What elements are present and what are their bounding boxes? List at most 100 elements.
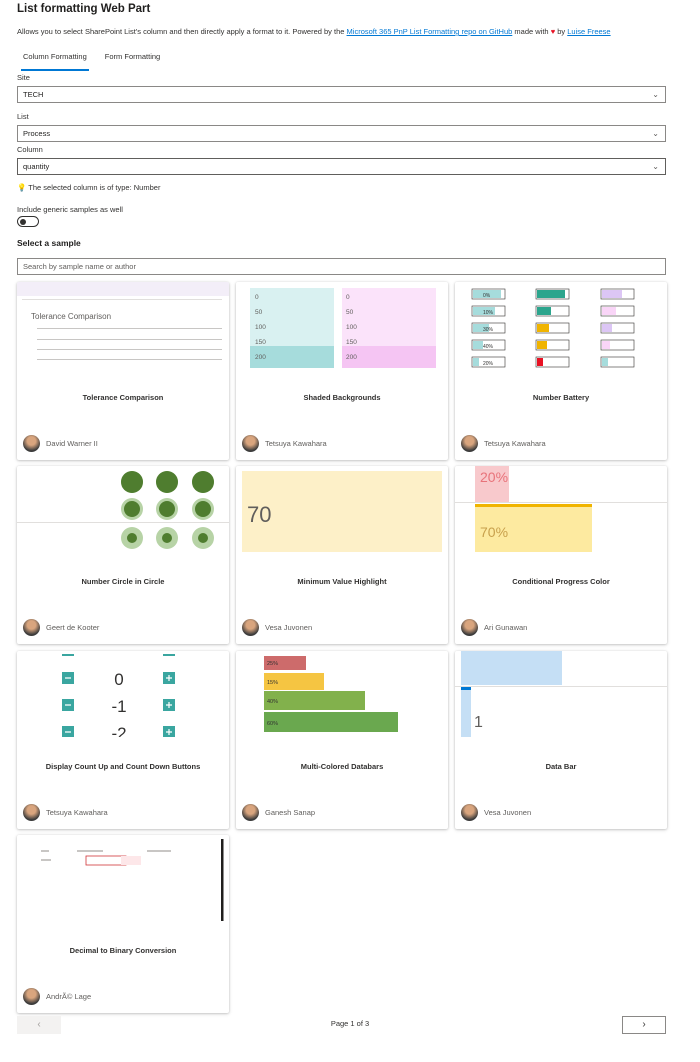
previous-page-button[interactable]: ‹ bbox=[17, 1016, 61, 1034]
column-type-info: 💡 The selected column is of type: Number bbox=[17, 183, 160, 192]
shaded-preview-svg: 0 50 100 150 200 0 50 100 150 200 bbox=[250, 288, 436, 368]
shaded-value: 0 bbox=[255, 294, 259, 301]
databar-label: 25% bbox=[267, 661, 278, 667]
databar-preview-svg: 1 bbox=[455, 651, 667, 737]
repo-link[interactable]: Microsoft 365 PnP List Formatting repo o… bbox=[346, 27, 513, 36]
author-name: Vesa Juvonen bbox=[265, 623, 313, 632]
chevron-down-icon: ⌄ bbox=[652, 90, 659, 99]
info-text: The selected column is of type: Number bbox=[28, 183, 161, 192]
sample-author: Tetsuya Kawahara bbox=[23, 804, 108, 821]
chevron-down-icon: ⌄ bbox=[652, 162, 659, 171]
avatar bbox=[242, 619, 259, 636]
binary-preview-svg bbox=[41, 839, 224, 921]
databar-value: 1 bbox=[474, 714, 483, 731]
column-dropdown[interactable]: quantity ⌄ bbox=[17, 158, 666, 175]
battery-label: 40% bbox=[483, 344, 494, 350]
avatar bbox=[23, 619, 40, 636]
progress-main: 70% bbox=[480, 524, 508, 540]
sample-title: Tolerance Comparison bbox=[82, 393, 164, 402]
sample-title: Number Battery bbox=[532, 393, 590, 402]
author-link[interactable]: Luise Freese bbox=[567, 27, 611, 36]
page-indicator: Page 1 of 3 bbox=[330, 1019, 370, 1028]
by-text: by bbox=[557, 27, 566, 36]
sample-preview: 0 -1 -2 bbox=[17, 651, 229, 737]
shaded-value: 200 bbox=[346, 354, 357, 361]
sample-author: Vesa Juvonen bbox=[461, 804, 531, 821]
sample-title: Data Bar bbox=[545, 762, 577, 771]
shaded-value: 200 bbox=[255, 354, 266, 361]
author-name: Tetsuya Kawahara bbox=[265, 439, 327, 448]
battery-label: 0% bbox=[483, 293, 491, 299]
site-dropdown[interactable]: TECH ⌄ bbox=[17, 86, 666, 103]
shaded-value: 0 bbox=[346, 294, 350, 301]
sample-title: Decimal to Binary Conversion bbox=[69, 946, 177, 955]
min-value-preview-svg: 70 bbox=[242, 471, 442, 552]
databar-label: 40% bbox=[267, 699, 278, 705]
tab-form-formatting[interactable]: Form Formatting bbox=[104, 52, 161, 61]
list-dropdown[interactable]: Process ⌄ bbox=[17, 125, 666, 142]
battery-preview-svg: 0% 10% 30% 40% 20% bbox=[471, 288, 635, 368]
sample-card[interactable]: 20% 70% Conditional Progress Color Ari G… bbox=[455, 466, 667, 644]
author-name: Ari Gunawan bbox=[484, 623, 528, 632]
sample-author: Tetsuya Kawahara bbox=[461, 435, 546, 452]
author-name: David Warner II bbox=[46, 439, 98, 448]
next-page-button[interactable]: › bbox=[622, 1016, 666, 1034]
shaded-value: 100 bbox=[255, 324, 266, 331]
count-value: -1 bbox=[111, 697, 126, 716]
author-name: Tetsuya Kawahara bbox=[46, 808, 108, 817]
sample-author: Ari Gunawan bbox=[461, 619, 527, 636]
author-name: Geert de Kooter bbox=[46, 623, 100, 632]
sample-card[interactable]: 1 Data Bar Vesa Juvonen bbox=[455, 651, 667, 829]
sample-card[interactable]: 0 -1 -2 Display Count Up and Count Down … bbox=[17, 651, 229, 829]
sample-title: Shaded Backgrounds bbox=[303, 393, 381, 402]
shaded-value: 150 bbox=[255, 339, 266, 346]
sample-card[interactable]: 25% 15% 40% 60% Multi-Colored Databars G… bbox=[236, 651, 448, 829]
author-name: Vesa Juvonen bbox=[484, 808, 532, 817]
page-description: Allows you to select SharePoint List's c… bbox=[17, 27, 611, 36]
page-title: List formatting Web Part bbox=[17, 3, 151, 15]
sample-author: Geert de Kooter bbox=[23, 619, 99, 636]
shaded-value: 50 bbox=[346, 309, 354, 316]
avatar bbox=[242, 435, 259, 452]
shaded-value: 50 bbox=[255, 309, 263, 316]
sample-preview: 0 50 100 150 200 0 50 100 150 200 bbox=[236, 282, 448, 368]
section-title: Select a sample bbox=[17, 238, 81, 248]
count-value: 0 bbox=[114, 670, 123, 689]
sample-title: Display Count Up and Count Down Buttons bbox=[45, 762, 201, 771]
tab-column-formatting[interactable]: Column Formatting bbox=[17, 48, 93, 71]
toggle-label: Include generic samples as well bbox=[17, 205, 123, 214]
shaded-value: 100 bbox=[346, 324, 357, 331]
author-name: Ganesh Sanap bbox=[265, 808, 316, 817]
battery-label: 10% bbox=[483, 310, 494, 316]
sample-title: Multi-Colored Databars bbox=[300, 762, 384, 771]
chevron-right-icon: › bbox=[642, 1019, 646, 1030]
column-label: Column bbox=[17, 145, 43, 154]
author-name: Tetsuya Kawahara bbox=[484, 439, 546, 448]
sample-card[interactable]: 0% 10% 30% 40% 20% Number Battery Tetsuy… bbox=[455, 282, 667, 460]
sample-preview bbox=[17, 835, 229, 921]
lightbulb-icon: 💡 bbox=[17, 183, 27, 192]
avatar bbox=[461, 619, 478, 636]
sample-card[interactable]: Tolerance Comparison Tolerance Compariso… bbox=[17, 282, 229, 460]
sample-author: Vesa Juvonen bbox=[242, 619, 312, 636]
sample-preview bbox=[17, 466, 229, 552]
toggle-knob bbox=[20, 219, 26, 225]
battery-label: 20% bbox=[483, 361, 494, 367]
sample-card[interactable]: 70 Minimum Value Highlight Vesa Juvonen bbox=[236, 466, 448, 644]
sample-search-input[interactable]: Search by sample name or author bbox=[17, 258, 666, 275]
heart-icon: ♥ bbox=[550, 27, 556, 36]
min-value: 70 bbox=[247, 502, 271, 527]
made-with-text: made with bbox=[514, 27, 549, 36]
sample-card[interactable]: 0 50 100 150 200 0 50 100 150 200 Shaded… bbox=[236, 282, 448, 460]
tolerance-heading: Tolerance Comparison bbox=[31, 312, 111, 321]
sample-title: Number Circle in Circle bbox=[81, 577, 165, 586]
sample-preview: 25% 15% 40% 60% bbox=[236, 651, 448, 737]
generic-samples-toggle[interactable] bbox=[17, 216, 39, 227]
list-label: List bbox=[17, 112, 29, 121]
circle-preview-svg bbox=[17, 471, 229, 549]
sample-author: David Warner II bbox=[23, 435, 98, 452]
avatar bbox=[23, 988, 40, 1005]
sample-card[interactable]: Number Circle in Circle Geert de Kooter bbox=[17, 466, 229, 644]
tolerance-preview-svg: Tolerance Comparison bbox=[17, 282, 229, 360]
sample-card[interactable]: Decimal to Binary Conversion AndrÃ© Lage bbox=[17, 835, 229, 1013]
